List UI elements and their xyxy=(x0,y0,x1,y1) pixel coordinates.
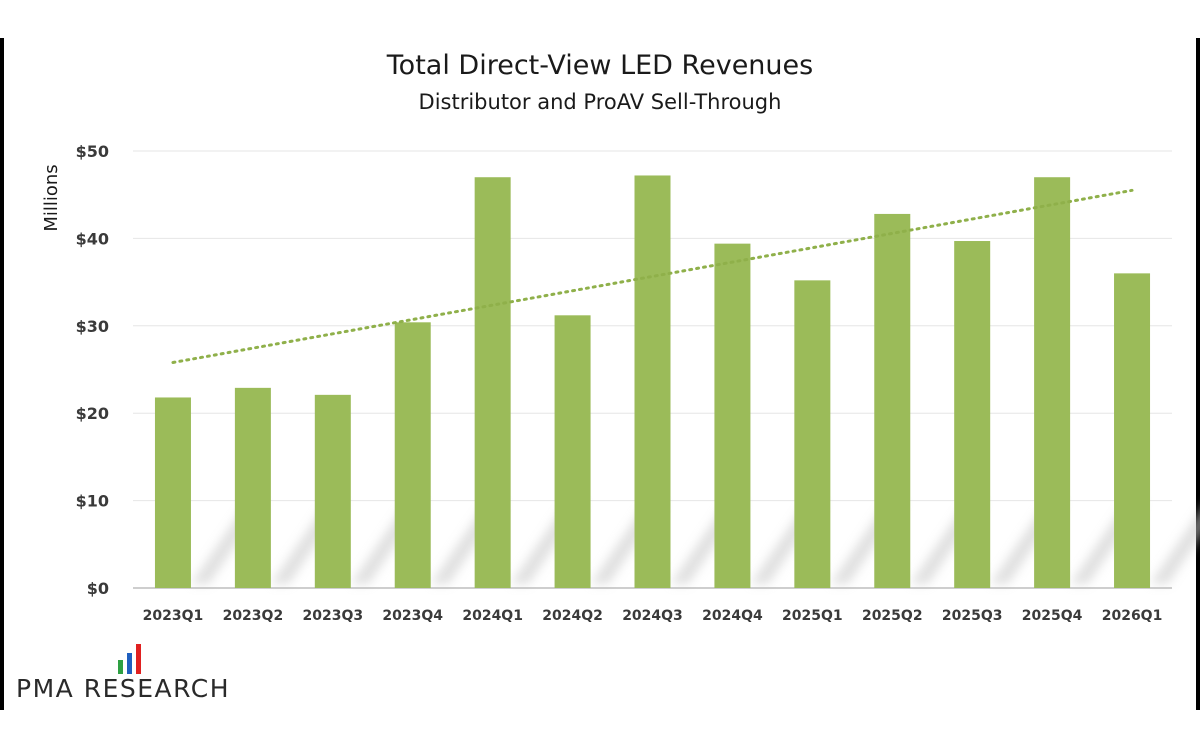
bar-2025q4 xyxy=(1034,177,1071,588)
x-tick-label: 2024Q2 xyxy=(542,608,603,624)
bar-2024q1 xyxy=(474,177,511,588)
logo-bar-red xyxy=(136,644,141,674)
bar-2023q2 xyxy=(234,387,271,588)
trendline xyxy=(171,188,1134,365)
logo-bar-green xyxy=(118,660,123,674)
x-axis-ticks: 2023Q1 2023Q2 2023Q3 2023Q4 2024Q1 2024Q2 2024… xyxy=(143,608,1163,624)
logo-text: PMA RESEARCH xyxy=(16,674,231,703)
x-tick-label: 2023Q1 xyxy=(143,608,204,624)
y-tick-label: $10 xyxy=(76,492,109,511)
y-tick-label: $40 xyxy=(76,229,109,248)
x-tick-label: 2023Q4 xyxy=(382,608,443,624)
y-tick-label: $0 xyxy=(87,579,109,598)
x-tick-label: 2024Q1 xyxy=(462,608,523,624)
x-tick-label: 2024Q4 xyxy=(702,608,763,624)
x-tick-label: 2025Q2 xyxy=(862,608,923,624)
y-tick-label: $30 xyxy=(76,317,109,336)
bar-2024q4 xyxy=(714,243,751,589)
left-border xyxy=(0,38,4,710)
bar-2023q1 xyxy=(154,397,191,588)
x-tick-label: 2025Q3 xyxy=(942,608,1003,624)
chart-subtitle: Distributor and ProAV Sell-Through xyxy=(419,90,782,114)
x-tick-label: 2025Q4 xyxy=(1022,608,1083,624)
bar-2026q1 xyxy=(1114,273,1151,588)
bar-2025q2 xyxy=(874,213,911,589)
y-axis-ticks: $0 $10 $20 $30 $40 $50 xyxy=(76,142,109,598)
x-tick-label: 2024Q3 xyxy=(622,608,683,624)
pma-research-logo: PMA RESEARCH xyxy=(16,644,276,704)
bars xyxy=(154,175,1151,589)
bar-2023q3 xyxy=(314,394,351,588)
x-tick-label: 2023Q3 xyxy=(303,608,364,624)
x-tick-label: 2025Q1 xyxy=(782,608,843,624)
chart-title: Total Direct-View LED Revenues xyxy=(386,50,813,81)
y-axis-label: Millions xyxy=(41,164,62,231)
trendline-group xyxy=(171,188,1134,365)
bar-shadow xyxy=(1150,510,1200,584)
bar-2024q2 xyxy=(554,315,591,588)
right-border xyxy=(1196,38,1200,710)
bar-2023q4 xyxy=(394,322,431,588)
y-tick-label: $20 xyxy=(76,404,109,423)
x-tick-label: 2026Q1 xyxy=(1102,608,1163,624)
y-tick-label: $50 xyxy=(76,142,109,161)
bar-2024q3 xyxy=(634,175,671,589)
logo-bar-blue xyxy=(127,653,132,674)
x-tick-label: 2023Q2 xyxy=(223,608,284,624)
bar-2025q3 xyxy=(954,241,991,588)
bar-2025q1 xyxy=(794,280,831,588)
